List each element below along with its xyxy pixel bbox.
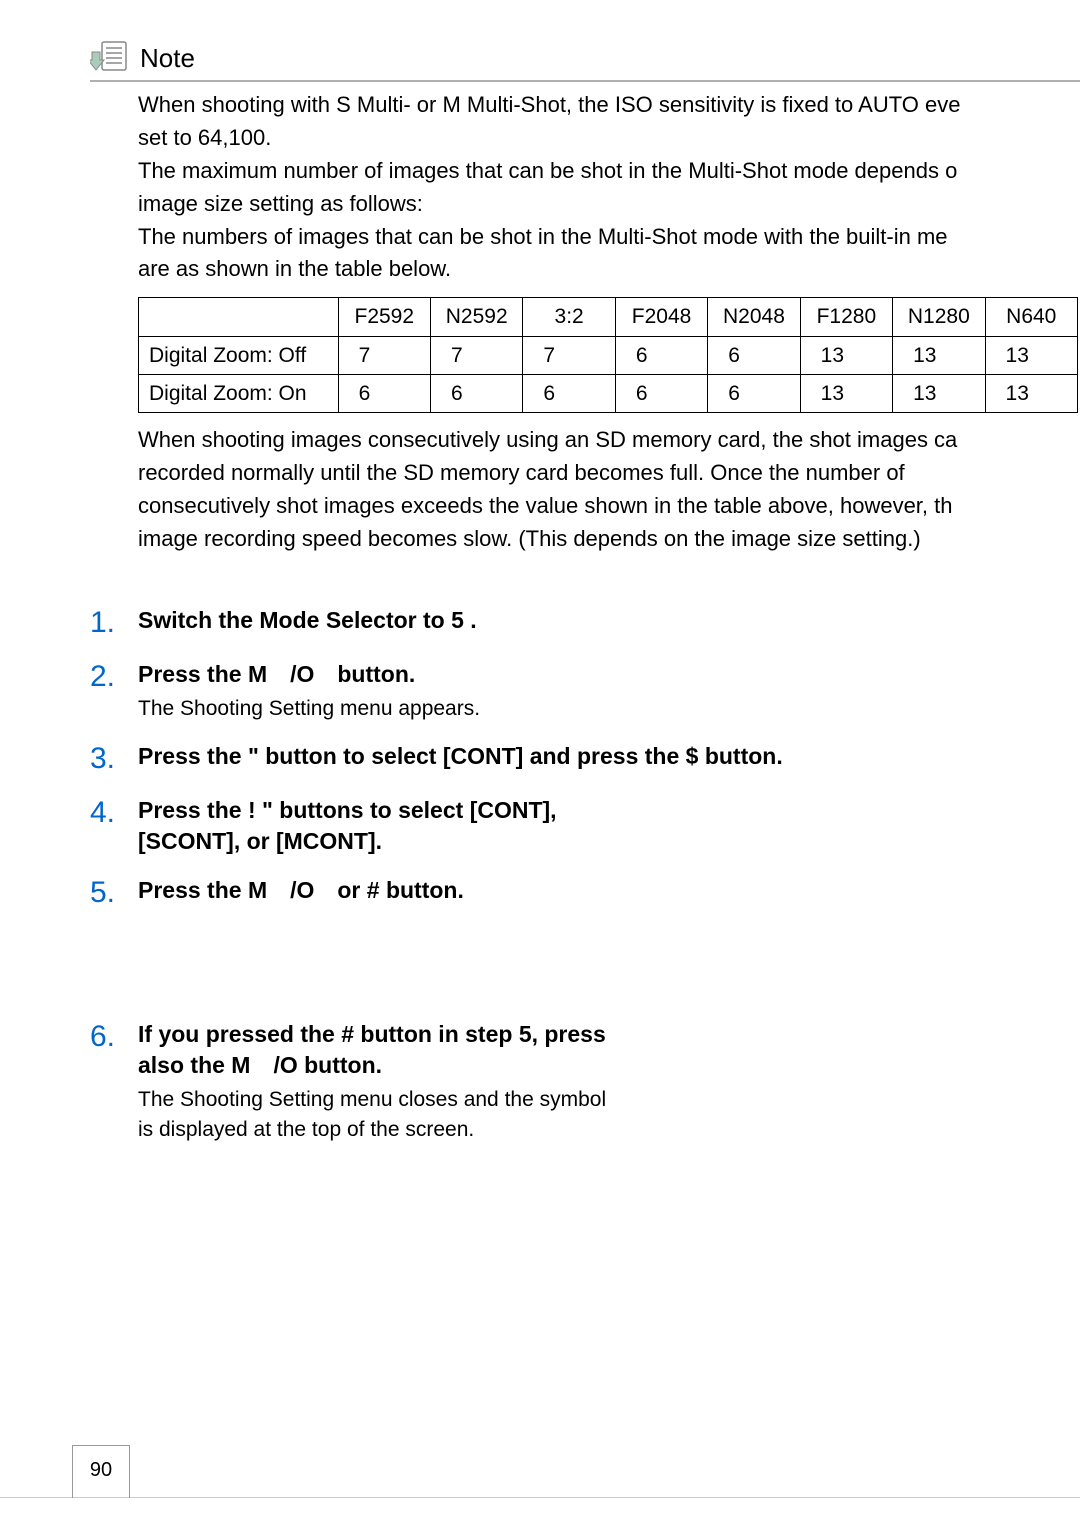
step-title: Press the M /O button. [138, 659, 1080, 690]
table-cell: 6 [615, 374, 707, 412]
step-title: Switch the Mode Selector to 5 . [138, 605, 1080, 636]
table-col-header: N1280 [893, 298, 985, 336]
page-number: 90 [72, 1445, 130, 1498]
step-number: 1. [90, 605, 138, 641]
step-description: The Shooting Setting menu closes and the… [138, 1085, 618, 1144]
note-body-after: When shooting images consecutively using… [90, 425, 1080, 554]
table-cell: 7 [523, 336, 615, 374]
table-col-header: N2048 [708, 298, 800, 336]
multishot-table: F2592 N2592 3:2 F2048 N2048 F1280 N1280 … [138, 297, 1078, 413]
table-cell: 6 [708, 336, 800, 374]
note-text: The numbers of images that can be shot i… [138, 222, 1080, 253]
step-title: Press the " button to select [CONT] and … [138, 741, 1080, 772]
table-cell: 6 [523, 374, 615, 412]
note-text: The maximum number of images that can be… [138, 156, 1080, 187]
table-row: Digital Zoom: On 6 6 6 6 6 13 13 13 [139, 374, 1078, 412]
table-col-header: N2592 [430, 298, 522, 336]
step-description: The Shooting Setting menu appears. [138, 694, 1080, 723]
step-4: 4. Press the ! " buttons to select [CONT… [90, 795, 1080, 857]
step-title: If you pressed the # button in step 5, p… [138, 1019, 618, 1081]
step-6: 6. If you pressed the # button in step 5… [90, 1019, 1080, 1144]
table-cell: 6 [430, 374, 522, 412]
table-cell: 7 [338, 336, 430, 374]
table-cell: 13 [893, 374, 985, 412]
note-text: When shooting images consecutively using… [138, 425, 1080, 456]
table-cell: 13 [800, 336, 892, 374]
step-number: 4. [90, 795, 138, 857]
step-title: Press the M /O or # button. [138, 875, 1080, 906]
table-cell: 7 [430, 336, 522, 374]
table-col-header: N640 [985, 298, 1077, 336]
table-col-header: 3:2 [523, 298, 615, 336]
note-text: are as shown in the table below. [138, 254, 1080, 285]
note-text: image recording speed becomes slow. (Thi… [138, 524, 1080, 555]
step-number: 5. [90, 875, 138, 911]
table-cell: 6 [615, 336, 707, 374]
note-body: When shooting with S Multi- or M Multi-S… [90, 90, 1080, 285]
table-corner [139, 298, 339, 336]
table-row: Digital Zoom: Off 7 7 7 6 6 13 13 13 [139, 336, 1078, 374]
table-col-header: F2048 [615, 298, 707, 336]
note-text: consecutively shot images exceeds the va… [138, 491, 1080, 522]
table-cell: 13 [893, 336, 985, 374]
note-text: When shooting with S Multi- or M Multi-S… [138, 90, 1080, 121]
note-header: Note [90, 40, 1080, 82]
table-row-header: Digital Zoom: On [139, 374, 339, 412]
table-cell: 6 [708, 374, 800, 412]
step-number: 6. [90, 1019, 138, 1144]
step-number: 3. [90, 741, 138, 777]
table-col-header: F2592 [338, 298, 430, 336]
note-icon [90, 40, 130, 76]
step-2: 2. Press the M /O button. The Shooting S… [90, 659, 1080, 723]
step-number: 2. [90, 659, 138, 723]
note-title: Note [140, 40, 195, 76]
step-title: Press the ! " buttons to select [CONT], … [138, 795, 618, 857]
note-text: set to 64,100. [138, 123, 1080, 154]
note-text: recorded normally until the SD memory ca… [138, 458, 1080, 489]
table-col-header: F1280 [800, 298, 892, 336]
table-cell: 13 [800, 374, 892, 412]
step-5: 5. Press the M /O or # button. [90, 875, 1080, 911]
footer-divider [0, 1497, 1080, 1498]
table-row-header: Digital Zoom: Off [139, 336, 339, 374]
step-3: 3. Press the " button to select [CONT] a… [90, 741, 1080, 777]
table-cell: 6 [338, 374, 430, 412]
note-text: image size setting as follows: [138, 189, 1080, 220]
steps-list: 1. Switch the Mode Selector to 5 . 2. Pr… [90, 605, 1080, 1144]
table-cell: 13 [985, 336, 1077, 374]
step-1: 1. Switch the Mode Selector to 5 . [90, 605, 1080, 641]
table-cell: 13 [985, 374, 1077, 412]
table-header-row: F2592 N2592 3:2 F2048 N2048 F1280 N1280 … [139, 298, 1078, 336]
